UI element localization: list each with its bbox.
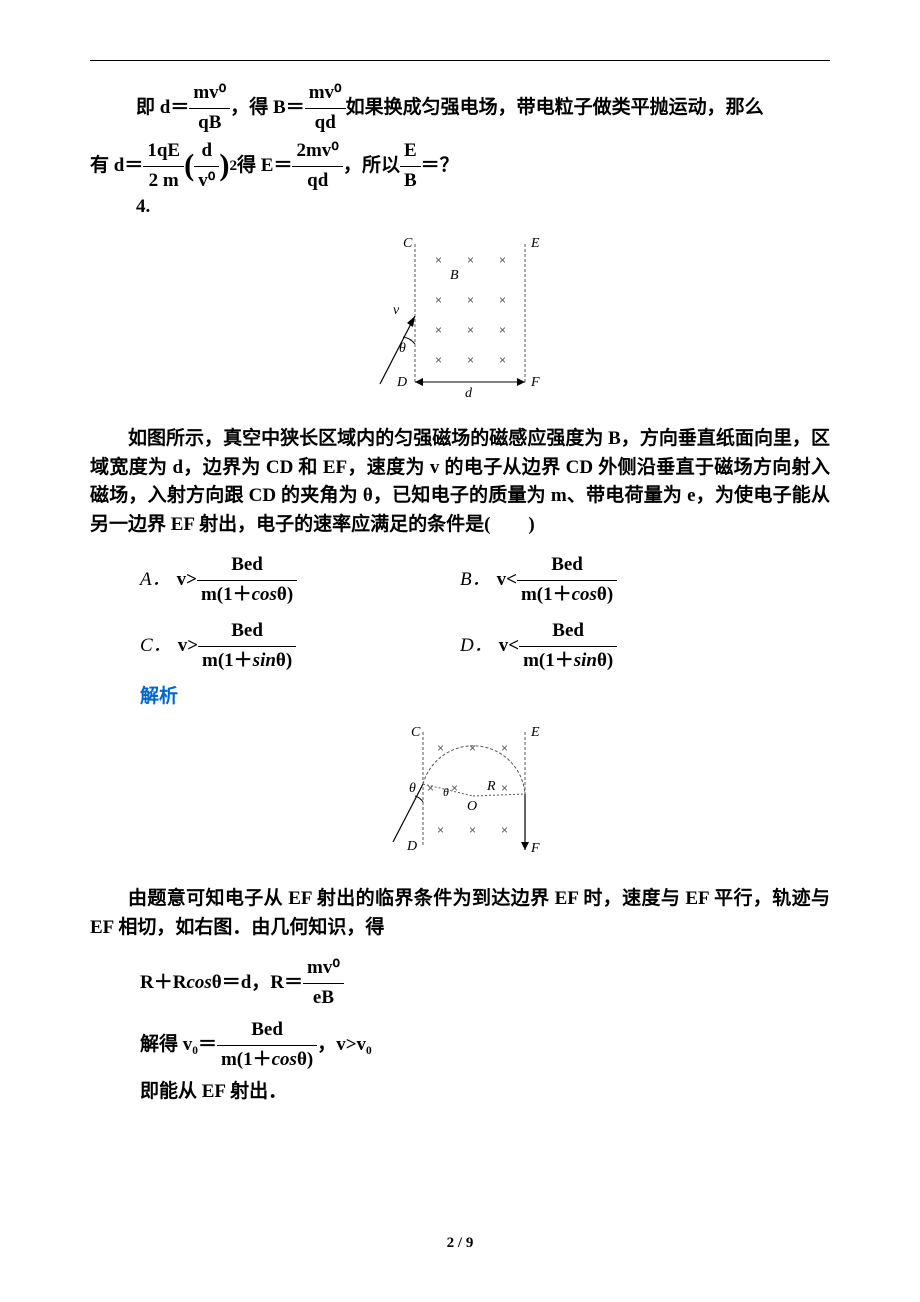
solution-text-2: 即能从 EF 射出． [140,1078,830,1107]
svg-text:×: × [499,253,506,267]
page-number: 2 / 9 [0,1232,920,1255]
svg-text:×: × [437,741,444,755]
svg-text:×: × [501,781,508,795]
lparen-icon: ( [184,143,194,189]
eq1-prefix: 即 d＝ [136,94,189,123]
svg-text:×: × [467,293,474,307]
svg-text:×: × [501,823,508,837]
solution-eq-1: R＋Rcosθ＝d，R＝ mv⁰ eB [140,954,830,1012]
exp-2: 2 [229,155,237,178]
options-block: A． v> Bed m(1＋cosθ) B． v< Bed m(1＋cosθ) … [140,551,830,675]
equation-1: 即 d＝ mv⁰ qB ，得 B＝ mv⁰ qd 如果换成匀强电场，带电粒子做类… [136,79,830,137]
svg-text:×: × [435,323,442,337]
svg-text:E: E [530,725,540,740]
eq1-tail: 如果换成匀强电场，带电粒子做类平抛运动，那么 [346,94,764,123]
svg-text:×: × [499,353,506,367]
svg-text:θ: θ [409,781,416,796]
svg-text:C: C [403,236,413,251]
svg-text:v: v [393,303,400,318]
analysis-label: 解析 [140,683,830,712]
svg-text:×: × [467,323,474,337]
svg-text:×: × [467,253,474,267]
svg-text:B: B [450,268,459,283]
svg-text:×: × [499,323,506,337]
top-rule [90,60,830,61]
svg-text:×: × [469,823,476,837]
svg-text:F: F [530,841,540,856]
svg-text:×: × [435,293,442,307]
svg-text:×: × [451,781,458,795]
svg-text:×: × [427,781,434,795]
equation-2: 有 d＝ 1qE 2 m ( d v⁰ ) 2 得 E＝ 2mv⁰ qd ，所以… [90,137,830,195]
svg-text:×: × [501,741,508,755]
q4-label: 4. [136,193,830,222]
svg-text:×: × [469,741,476,755]
svg-text:C: C [411,725,421,740]
svg-text:×: × [437,823,444,837]
figure-2: × × × × × × × × × C E D F R θ θ O [90,724,830,874]
svg-text:d: d [465,386,473,401]
solution-text-1: 由题意可知电子从 EF 射出的临界条件为到达边界 EF 时，速度与 EF 平行，… [90,885,830,942]
svg-text:F: F [530,375,540,390]
svg-text:×: × [435,253,442,267]
svg-text:R: R [486,779,496,794]
svg-text:×: × [499,293,506,307]
svg-text:E: E [530,236,540,251]
figure-1: × × × × × × × × × × × × C E D F B v θ d [90,234,830,414]
eq2-prefix: 有 d＝ [90,152,143,181]
svg-text:D: D [406,839,417,854]
svg-text:θ: θ [443,785,449,799]
option-c: C． v> Bed m(1＋sinθ) [140,617,460,675]
svg-text:O: O [467,799,477,814]
svg-text:D: D [396,375,407,390]
svg-text:×: × [435,353,442,367]
svg-text:θ: θ [399,341,406,356]
rparen-icon: ) [219,143,229,189]
option-a: A． v> Bed m(1＋cosθ) [140,551,460,609]
problem-text: 如图所示，真空中狭长区域内的匀强磁场的磁感应强度为 B，方向垂直纸面向里，区域宽… [90,425,830,539]
option-d: D． v< Bed m(1＋sinθ) [460,617,780,675]
eq1-mid: ，得 B＝ [230,94,304,123]
option-b: B． v< Bed m(1＋cosθ) [460,551,780,609]
svg-text:×: × [467,353,474,367]
solution-eq-2: 解得 v₀＝ Bed m(1＋cosθ) ，v>v₀ [140,1016,830,1074]
